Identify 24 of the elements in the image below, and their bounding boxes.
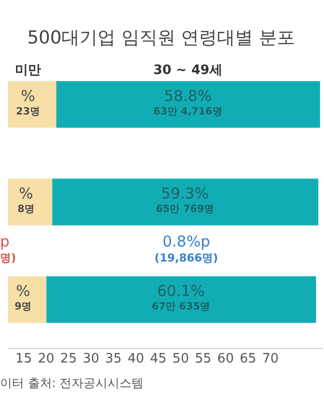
- x-tick-label: 15: [15, 352, 32, 367]
- x-tick-label: 40: [128, 352, 144, 367]
- data-label: 60.1% 67만 635명: [152, 282, 210, 313]
- x-tick-label: 50: [172, 352, 189, 367]
- annotation: % 9명: [14, 282, 32, 313]
- text: 이터 출처: 전자공시시스템: [0, 376, 144, 390]
- chart-title: 500대기업 임직원 연령대별 분포: [27, 27, 295, 48]
- x-tick-label: 35: [105, 352, 122, 367]
- x-tick-label: 30: [82, 352, 100, 367]
- annotation: p 명): [0, 232, 16, 265]
- annotation: % 23명: [16, 86, 40, 118]
- x-tick-label: 20: [38, 352, 54, 367]
- annotation: % 8명: [17, 184, 34, 216]
- x-tick-label: 45: [150, 352, 167, 367]
- x-tick-label: 55: [194, 352, 212, 367]
- x-tick-label: 25: [60, 352, 77, 367]
- series-label: 미만: [15, 62, 41, 78]
- x-tick-label: 70: [262, 352, 279, 367]
- x-tick-label: 65: [240, 352, 256, 367]
- data-label: 58.8% 63만 4,716명: [153, 86, 222, 118]
- annotation: 0.8%p (19,866명): [154, 232, 218, 265]
- x-tick-label: 60: [217, 352, 234, 367]
- data-label: 59.3% 65만 769명: [156, 184, 214, 216]
- series-label: 30 ~ 49세: [153, 62, 222, 78]
